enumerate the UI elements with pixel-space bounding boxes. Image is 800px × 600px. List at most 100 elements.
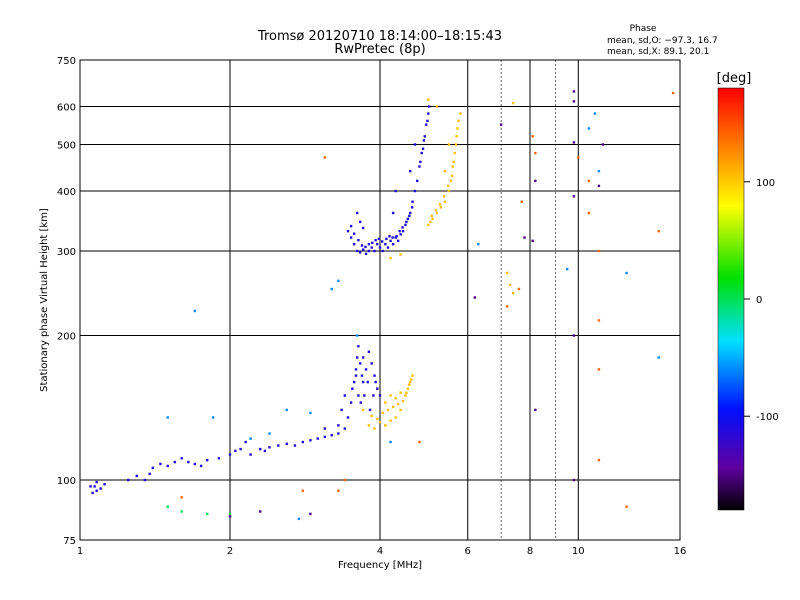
- scatter-points: [89, 90, 675, 521]
- echo-point: [309, 439, 312, 442]
- echo-point: [447, 189, 451, 193]
- echo-point: [268, 446, 271, 449]
- echo-point: [657, 356, 660, 359]
- echo-point: [376, 242, 379, 246]
- echo-point: [406, 387, 410, 390]
- echo-point: [234, 449, 237, 453]
- echo-point: [355, 334, 359, 337]
- echo-point: [391, 236, 394, 239]
- echo-point: [358, 251, 362, 254]
- colorbar-tick-label: 0: [756, 295, 762, 306]
- echo-point: [205, 512, 209, 516]
- echo-point: [424, 123, 428, 126]
- y-tick-label: 100: [57, 476, 76, 487]
- echo-point: [452, 160, 455, 164]
- echo-point: [389, 419, 392, 422]
- echo-point: [370, 246, 373, 249]
- echo-point: [370, 362, 373, 365]
- grid: [80, 60, 680, 540]
- echo-point: [505, 305, 509, 308]
- echo-point: [449, 179, 453, 183]
- echo-point: [349, 401, 353, 404]
- echo-point: [443, 200, 447, 203]
- echo-point: [372, 394, 375, 397]
- echo-point: [366, 380, 369, 384]
- echo-point: [410, 206, 414, 209]
- echo-point: [309, 411, 312, 415]
- echo-point: [396, 239, 400, 243]
- echo-point: [394, 189, 397, 193]
- echo-point: [421, 147, 425, 150]
- echo-point: [381, 411, 384, 415]
- echo-point: [399, 408, 402, 412]
- echo-point: [404, 223, 407, 227]
- echo-point: [361, 356, 365, 359]
- echo-point: [293, 444, 297, 447]
- echo-point: [399, 391, 402, 394]
- echo-point: [91, 491, 94, 495]
- echo-point: [180, 496, 183, 499]
- echo-point: [166, 416, 169, 419]
- echo-point: [373, 374, 376, 377]
- echo-point: [360, 244, 364, 247]
- echo-point: [301, 440, 305, 444]
- echo-point: [358, 220, 362, 224]
- echo-point: [277, 444, 280, 447]
- echo-point: [148, 472, 151, 476]
- echo-point: [337, 424, 340, 427]
- echo-point: [316, 437, 319, 440]
- echo-point: [427, 112, 430, 115]
- echo-point: [259, 510, 262, 513]
- echo-point: [446, 184, 450, 188]
- x-tick-label: 16: [674, 546, 687, 557]
- echo-point: [351, 387, 354, 390]
- colorbar-label: [deg]: [717, 71, 752, 86]
- echo-point: [355, 356, 359, 359]
- echo-point: [413, 143, 417, 146]
- echo-point: [239, 447, 242, 451]
- echo-point: [330, 433, 333, 437]
- echo-point: [451, 165, 455, 168]
- echo-point: [384, 424, 387, 427]
- echo-point: [415, 179, 419, 183]
- echo-point: [166, 505, 169, 508]
- echo-point: [354, 374, 358, 377]
- echo-point: [572, 195, 576, 198]
- y-tick-label: 500: [57, 141, 76, 152]
- chart-title: Tromsø 20120710 18:14:00–18:15:43: [257, 29, 502, 44]
- echo-point: [377, 237, 381, 241]
- echo-point: [103, 483, 106, 486]
- y-axis-label: Stationary phase Virtual Height [km]: [39, 208, 50, 392]
- echo-point: [426, 119, 429, 123]
- echo-point: [99, 487, 102, 490]
- echo-point: [394, 236, 397, 239]
- echo-point: [360, 374, 364, 377]
- echo-point: [399, 233, 402, 236]
- echo-point: [268, 432, 271, 435]
- echo-point: [217, 457, 221, 460]
- echo-point: [361, 248, 365, 251]
- echo-point: [180, 510, 183, 513]
- echo-point: [380, 240, 384, 243]
- echo-point: [346, 229, 350, 233]
- echo-point: [323, 435, 327, 439]
- echo-point: [361, 380, 365, 384]
- echo-point: [450, 174, 454, 178]
- echo-point: [455, 135, 458, 138]
- echo-point: [95, 480, 98, 484]
- echo-point: [386, 246, 390, 249]
- echo-point: [625, 271, 628, 275]
- echo-point: [384, 401, 387, 404]
- x-axis-label: Frequency [MHz]: [338, 560, 422, 571]
- echo-point: [430, 214, 433, 218]
- echo-point: [357, 394, 360, 397]
- echo-point: [391, 405, 395, 409]
- echo-point: [435, 211, 438, 215]
- colorbar: [717, 87, 745, 511]
- x-axis-ticks: 1 2 4 6 8 10 16: [77, 546, 687, 557]
- echo-point: [457, 119, 460, 123]
- echo-point: [378, 394, 382, 397]
- y-tick-label: 75: [63, 536, 76, 547]
- echo-point: [370, 414, 373, 418]
